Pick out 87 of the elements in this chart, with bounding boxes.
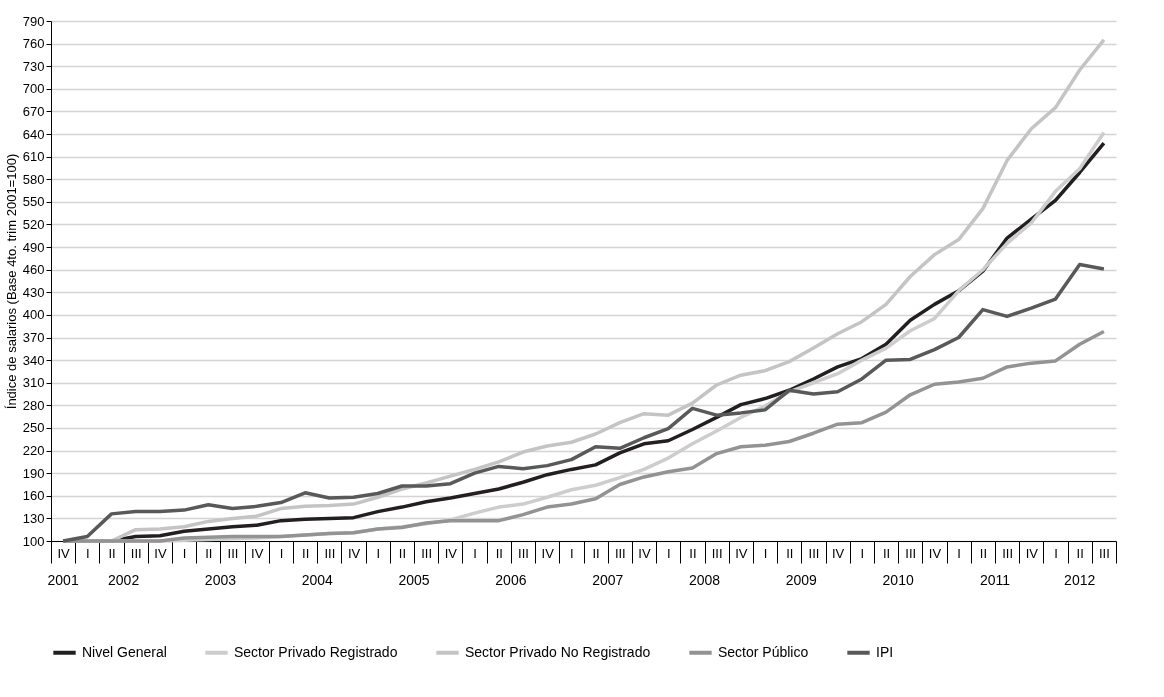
text: 2004 <box>301 572 334 588</box>
x-tick-label: I <box>1054 545 1058 561</box>
text: 2001 <box>47 572 79 588</box>
y-tick-label: 280 <box>22 397 45 413</box>
x-tick-label: II <box>398 545 407 561</box>
y-tick-label: 400 <box>22 307 45 323</box>
legend-label: Sector Privado No Registrado <box>465 643 651 660</box>
legend-label: Nivel General <box>82 643 167 660</box>
x-tick-label: I <box>666 545 671 561</box>
y-tick-label: 250 <box>22 420 45 436</box>
x-tick-label: III <box>518 545 529 561</box>
x-tick-label: II <box>205 545 213 561</box>
x-tick-label: II <box>882 545 891 561</box>
text: 2012 <box>1064 572 1096 588</box>
x-tick-label: IV <box>57 545 71 561</box>
x-tick-label: I <box>376 545 381 561</box>
legend-label: IPI <box>876 643 894 660</box>
x-tick-label: I <box>570 545 574 561</box>
y-tick-label: 310 <box>22 375 45 391</box>
x-tick-label: IV <box>444 545 458 561</box>
x-tick-label: I <box>182 545 187 561</box>
x-tick-label: II <box>592 545 600 561</box>
y-tick-label: 100 <box>22 533 45 549</box>
y-tick-label: 700 <box>22 81 45 97</box>
y-tick-label: 550 <box>22 194 45 210</box>
y-tick-label: 520 <box>22 216 45 232</box>
text: 2008 <box>688 572 721 588</box>
x-tick-label: III <box>227 545 239 561</box>
x-tick-label: I <box>279 545 284 561</box>
y-tick-label: 460 <box>22 262 45 278</box>
text: 2005 <box>398 572 430 588</box>
x-tick-label: IV <box>928 545 942 561</box>
x-tick-label: IV <box>347 545 361 561</box>
y-tick-label: 610 <box>22 149 45 165</box>
y-tick-label: 340 <box>22 352 45 368</box>
x-tick-label: I <box>860 545 865 561</box>
x-tick-label: III <box>324 545 336 561</box>
x-tick-label: I <box>473 545 477 561</box>
y-tick-label: 220 <box>22 443 45 459</box>
y-tick-label: 760 <box>22 36 45 52</box>
text: 2010 <box>882 572 914 588</box>
x-tick-label: II <box>979 545 987 561</box>
y-tick-label: 640 <box>22 126 45 142</box>
x-tick-label: III <box>421 545 433 561</box>
x-tick-label: III <box>808 545 820 561</box>
x-tick-label: IV <box>638 545 651 561</box>
line-series <box>61 262 1106 543</box>
x-tick-label: III <box>905 545 917 561</box>
x-tick-label: III <box>614 545 626 561</box>
x-tick-label: II <box>495 545 503 561</box>
y-tick-label: 490 <box>22 239 45 255</box>
y-axis-title: Índice de salarios (Base 4to. trim 2001=100) <box>3 153 19 410</box>
x-tick-label: II <box>1076 545 1084 561</box>
x-tick-label: IV <box>832 545 845 561</box>
x-tick-label: IV <box>251 545 264 561</box>
text: 2006 <box>495 572 527 588</box>
x-tick-label: IV <box>735 545 748 561</box>
text: 2003 <box>204 572 237 588</box>
y-tick-label: 430 <box>22 284 45 300</box>
x-tick-label: IV <box>154 545 167 561</box>
y-tick-label: 580 <box>22 171 45 187</box>
y-tick-label: 130 <box>22 510 45 526</box>
x-tick-label: III <box>1002 545 1013 561</box>
y-tick-label: 790 <box>22 13 45 29</box>
x-tick-label: IV <box>1025 545 1039 561</box>
y-tick-label: 670 <box>22 103 45 119</box>
x-tick-label: IV <box>541 545 555 561</box>
y-tick-label: 160 <box>22 488 45 504</box>
x-tick-label: III <box>711 545 723 561</box>
x-tick-label: I <box>763 545 768 561</box>
x-tick-label: II <box>108 545 116 561</box>
y-tick-label: 730 <box>22 58 45 74</box>
y-tick-label: 370 <box>22 330 45 346</box>
x-tick-label: III <box>130 545 142 561</box>
x-tick-label: III <box>1098 545 1110 561</box>
x-tick-label: I <box>957 545 961 561</box>
legend-label: Sector Público <box>718 643 809 660</box>
y-tick-label: 190 <box>22 465 45 481</box>
x-tick-label: II <box>786 545 794 561</box>
x-tick-label: I <box>85 545 90 561</box>
x-tick-label: II <box>302 545 310 561</box>
legend-label: Sector Privado Registrado <box>234 643 398 660</box>
text: 2011 <box>979 572 1011 588</box>
text: 2002 <box>108 572 140 588</box>
text: 2007 <box>592 572 624 588</box>
x-tick-label: II <box>689 545 697 561</box>
text: 2009 <box>785 572 818 588</box>
